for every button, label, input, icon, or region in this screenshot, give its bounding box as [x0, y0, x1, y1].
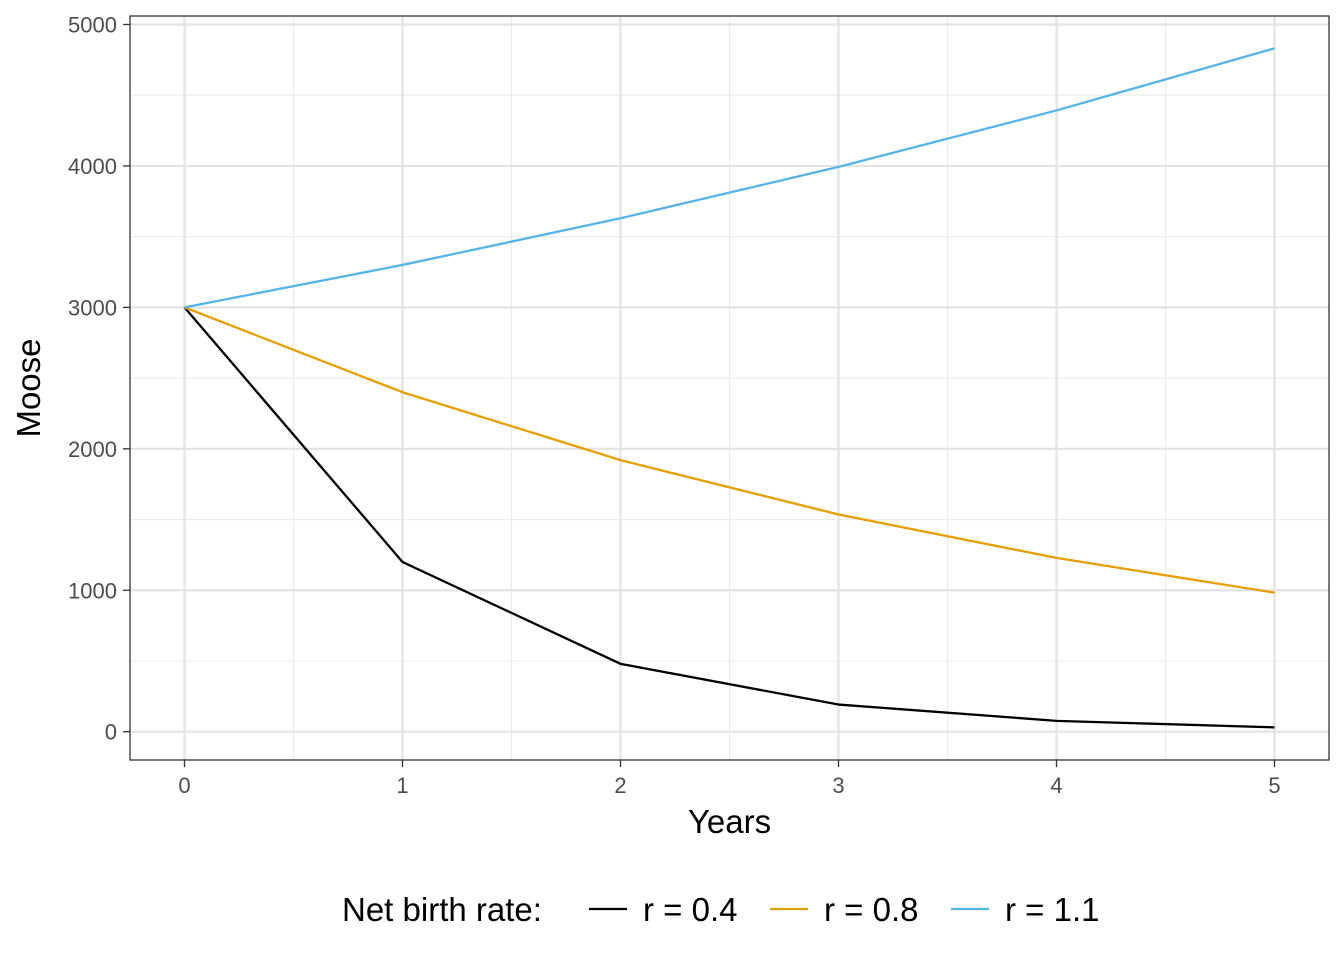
y-tick-label: 0: [105, 720, 117, 745]
x-axis-title: Years: [688, 803, 771, 840]
y-tick-label: 2000: [68, 437, 117, 462]
minor-gridlines: [130, 16, 1329, 760]
x-tick-label: 1: [396, 773, 408, 798]
series-line-1: [183, 306, 1275, 729]
y-tick-label: 5000: [68, 12, 117, 37]
series-lines: [183, 47, 1275, 729]
legend: Net birth rate: r = 0.4 r = 0.8 r = 1.1: [342, 891, 1099, 928]
y-tick-label: 4000: [68, 154, 117, 179]
legend-label-2: r = 0.8: [824, 891, 918, 928]
series-line-2: [184, 306, 1275, 594]
y-tick-label: 3000: [68, 295, 117, 320]
legend-title: Net birth rate:: [342, 891, 542, 928]
x-tick-label: 3: [832, 773, 844, 798]
y-axis-title: Moose: [10, 338, 47, 437]
plot-panel-border: [129, 15, 1330, 761]
axes: 0 1 2 3 4 5 0 1000 2000 3000 4000 5000: [68, 12, 1281, 798]
x-tick-label: 0: [178, 773, 190, 798]
y-tick-label: 1000: [68, 578, 117, 603]
x-tick-label: 2: [614, 773, 626, 798]
series-line-3: [184, 47, 1275, 309]
major-gridlines: [130, 16, 1329, 760]
legend-label-1: r = 0.4: [643, 891, 737, 928]
x-tick-label: 5: [1268, 773, 1280, 798]
legend-label-3: r = 1.1: [1005, 891, 1099, 928]
x-tick-label: 4: [1050, 773, 1062, 798]
